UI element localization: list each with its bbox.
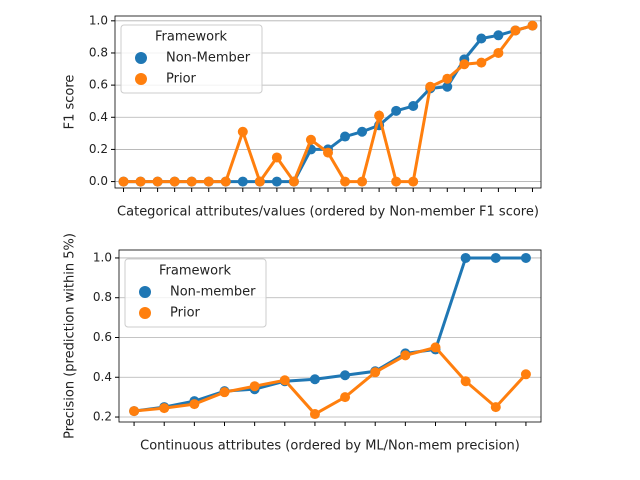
point — [340, 370, 351, 381]
point — [169, 176, 180, 187]
point — [460, 376, 471, 387]
y-tick-label: 1.0 — [89, 13, 108, 27]
point — [490, 252, 501, 263]
legend-title: Framework — [155, 30, 227, 45]
point — [493, 30, 504, 41]
point — [527, 20, 538, 31]
y-tick-label: 0.8 — [89, 45, 108, 59]
point — [288, 176, 299, 187]
point — [374, 110, 385, 121]
point — [391, 176, 402, 187]
series-line — [133, 345, 528, 416]
point — [442, 81, 453, 92]
y-tick-label: 0.0 — [89, 174, 108, 188]
point — [186, 176, 197, 187]
point — [520, 252, 531, 263]
point — [400, 350, 411, 361]
legend-marker — [139, 286, 151, 298]
point — [510, 25, 521, 36]
point — [442, 73, 453, 84]
point — [129, 406, 140, 417]
point — [340, 131, 351, 142]
y-tick-label: 0.4 — [93, 370, 112, 384]
legend-label: Non-member — [170, 285, 256, 300]
point — [323, 147, 333, 158]
point — [152, 176, 163, 187]
axes-frame — [118, 249, 542, 423]
legend-marker — [139, 307, 151, 319]
point — [459, 59, 470, 70]
legend-box — [120, 24, 263, 94]
y-axis-label: F1 score — [63, 75, 78, 130]
point — [189, 399, 200, 410]
point — [391, 105, 402, 116]
point — [493, 47, 504, 58]
y-tick-label: 0.8 — [93, 290, 112, 304]
point — [249, 381, 260, 392]
point — [408, 176, 419, 187]
y-tick-label: 0.4 — [89, 110, 108, 124]
point — [490, 402, 501, 413]
point — [271, 152, 282, 163]
y-tick-label: 0.2 — [89, 142, 108, 156]
axes: 0.0 0.2 0.4 0.6 0.8 1.0 Categorical attributes… — [63, 13, 542, 220]
point — [271, 176, 282, 187]
legend-marker — [135, 73, 147, 85]
point — [408, 101, 419, 112]
legend-marker — [135, 52, 147, 64]
point — [520, 369, 531, 380]
point — [370, 367, 381, 378]
x-axis-label: Categorical attributes/values (ordered b… — [117, 205, 539, 220]
y-tick-label: 0.6 — [89, 78, 108, 92]
point — [425, 81, 436, 92]
y-tick-label: 1.0 — [93, 250, 112, 264]
legend-title: Framework — [159, 264, 231, 279]
legend-label: Non-Member — [166, 51, 251, 66]
point — [340, 392, 351, 403]
point — [135, 176, 146, 187]
point — [309, 409, 320, 420]
point — [430, 342, 441, 353]
series-line — [133, 256, 526, 413]
point — [305, 134, 316, 145]
y-tick-label: 0.6 — [93, 330, 112, 344]
x-axis-label: Continuous attributes (ordered by ML/Non… — [140, 439, 520, 454]
point — [159, 403, 170, 414]
point — [476, 57, 487, 68]
point — [237, 176, 248, 187]
y-axis-label: Precision (prediction within 5%) — [63, 233, 78, 439]
point — [279, 375, 290, 386]
point — [340, 176, 351, 187]
point — [220, 176, 231, 187]
point — [309, 374, 320, 385]
point — [118, 176, 129, 187]
y-tick-label: 0.2 — [93, 410, 112, 424]
point — [357, 126, 368, 137]
point — [254, 176, 265, 187]
point — [476, 33, 487, 44]
point — [460, 252, 471, 263]
point — [203, 176, 214, 187]
legend-label: Prior — [170, 306, 201, 321]
legend-box — [124, 258, 267, 328]
axes: 0.2 0.4 0.6 0.8 1.0 Continuous attributes (or… — [63, 233, 542, 454]
point — [357, 176, 368, 187]
point — [219, 387, 230, 398]
axes-frame — [114, 15, 542, 189]
legend-label: Prior — [166, 72, 197, 87]
point — [237, 126, 248, 137]
